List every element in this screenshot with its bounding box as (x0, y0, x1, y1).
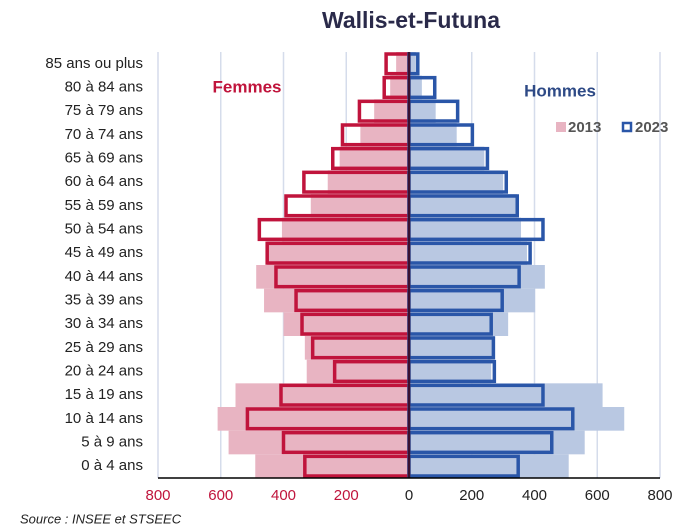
bar (409, 123, 457, 147)
y-tick-label: 75 à 79 ans (65, 102, 143, 119)
bar (235, 383, 409, 407)
bar (281, 217, 409, 242)
bar (256, 265, 409, 289)
y-tick-label: 20 à 24 ans (65, 362, 143, 379)
legend-label: 2013 (568, 119, 601, 136)
y-tick-label: 45 à 49 ans (65, 244, 143, 261)
bar (409, 430, 585, 455)
x-tick-label: 800 (145, 487, 170, 504)
y-tick-label: 5 à 9 ans (81, 433, 143, 450)
bar (409, 336, 495, 360)
bar (409, 52, 416, 76)
bar (360, 123, 409, 147)
side-label: Femmes (213, 77, 282, 96)
bar (374, 99, 409, 123)
y-tick-label: 85 ans ou plus (45, 55, 143, 72)
bar (390, 75, 409, 100)
bar (255, 454, 409, 478)
bar (339, 146, 409, 171)
bar (310, 194, 409, 218)
bar (409, 383, 603, 407)
x-tick-label: 0 (405, 487, 413, 504)
bar (283, 312, 409, 336)
y-tick-label: 0 à 4 ans (81, 457, 143, 474)
bar (409, 217, 522, 242)
side-label: Hommes (524, 81, 596, 100)
y-tick-label: 35 à 39 ans (65, 291, 143, 308)
x-tick-label: 600 (208, 487, 233, 504)
y-tick-label: 65 à 69 ans (65, 149, 143, 166)
bar (409, 454, 569, 478)
y-tick-label: 40 à 44 ans (65, 268, 143, 285)
y-tick-label: 15 à 19 ans (65, 386, 143, 403)
y-tick-label: 50 à 54 ans (65, 220, 143, 237)
bar (409, 265, 545, 289)
source: Source : INSEE et STSEEC (20, 511, 182, 526)
x-tick-label: 600 (585, 487, 610, 504)
y-tick-label: 25 à 29 ans (65, 339, 143, 356)
legend-swatch (621, 121, 633, 133)
x-tick-label: 200 (334, 487, 359, 504)
bar (396, 52, 409, 76)
bar (306, 359, 409, 384)
bar (409, 170, 504, 194)
bar (409, 312, 509, 336)
x-tick-label: 400 (271, 487, 296, 504)
bar (327, 170, 409, 194)
x-tick-label: 200 (459, 487, 484, 504)
x-tick-label: 800 (647, 487, 672, 504)
legend-swatch (556, 122, 566, 132)
bar (409, 99, 436, 123)
bar (228, 430, 409, 455)
x-tick-label: 400 (522, 487, 547, 504)
bar (264, 288, 409, 313)
bar (267, 241, 409, 265)
y-tick-label: 30 à 34 ans (65, 315, 143, 332)
bar (217, 407, 409, 431)
y-tick-label: 60 à 64 ans (65, 173, 143, 190)
bar (409, 146, 485, 171)
bar (409, 194, 518, 218)
legend-label: 2023 (635, 119, 668, 136)
bar (409, 75, 422, 100)
y-tick-label: 10 à 14 ans (65, 410, 143, 427)
chart-title: Wallis-et-Futuna (322, 7, 500, 33)
bar (304, 336, 409, 360)
bar (409, 407, 625, 431)
y-tick-label: 80 à 84 ans (65, 78, 143, 95)
y-tick-label: 70 à 74 ans (65, 126, 143, 143)
bar (409, 241, 527, 265)
bar (409, 359, 492, 384)
y-tick-label: 55 à 59 ans (65, 197, 143, 214)
